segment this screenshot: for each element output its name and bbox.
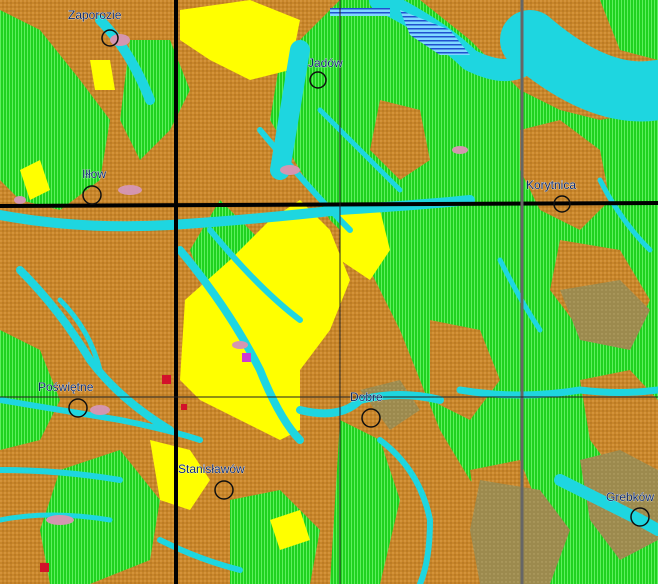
town-korytnica[interactable]: Korytnica (526, 178, 577, 213)
town-stanislawow[interactable]: Stanisławów (178, 462, 245, 500)
town-marker (214, 480, 234, 500)
town-label: Iłłow (82, 167, 106, 181)
red-marker[interactable] (181, 404, 187, 410)
town-marker (309, 71, 327, 89)
olive-soil-layer (360, 280, 658, 584)
town-label: Stanisławów (178, 462, 245, 476)
town-illow[interactable]: Iłłow (82, 167, 107, 205)
town-jadow[interactable]: Jadów (308, 56, 343, 89)
water-strip-top (330, 8, 390, 16)
water-strip (400, 10, 470, 55)
town-poswietne[interactable]: Poświętne (38, 380, 94, 418)
town-marker (82, 185, 102, 205)
town-dobre[interactable]: Dobre (350, 390, 383, 428)
town-label: Dobre (350, 390, 383, 404)
town-marker (361, 408, 381, 428)
town-label: Zaporozie (68, 8, 122, 22)
town-label: Jadów (308, 56, 343, 70)
red-marker[interactable] (40, 563, 49, 572)
town-marker (553, 195, 571, 213)
town-grebkow[interactable]: Grebków (606, 490, 655, 527)
town-marker (630, 507, 650, 527)
town-label: Poświętne (38, 380, 94, 394)
town-zaporozie[interactable]: Zaporozie (68, 8, 122, 47)
pink-patches (14, 34, 468, 525)
town-marker (68, 398, 88, 418)
town-label: Grebków (606, 490, 654, 504)
town-label: Korytnica (526, 178, 576, 192)
town-marker (101, 29, 119, 47)
red-marker[interactable] (162, 375, 171, 384)
sand-layer (20, 0, 390, 550)
magenta-marker[interactable] (242, 353, 251, 362)
